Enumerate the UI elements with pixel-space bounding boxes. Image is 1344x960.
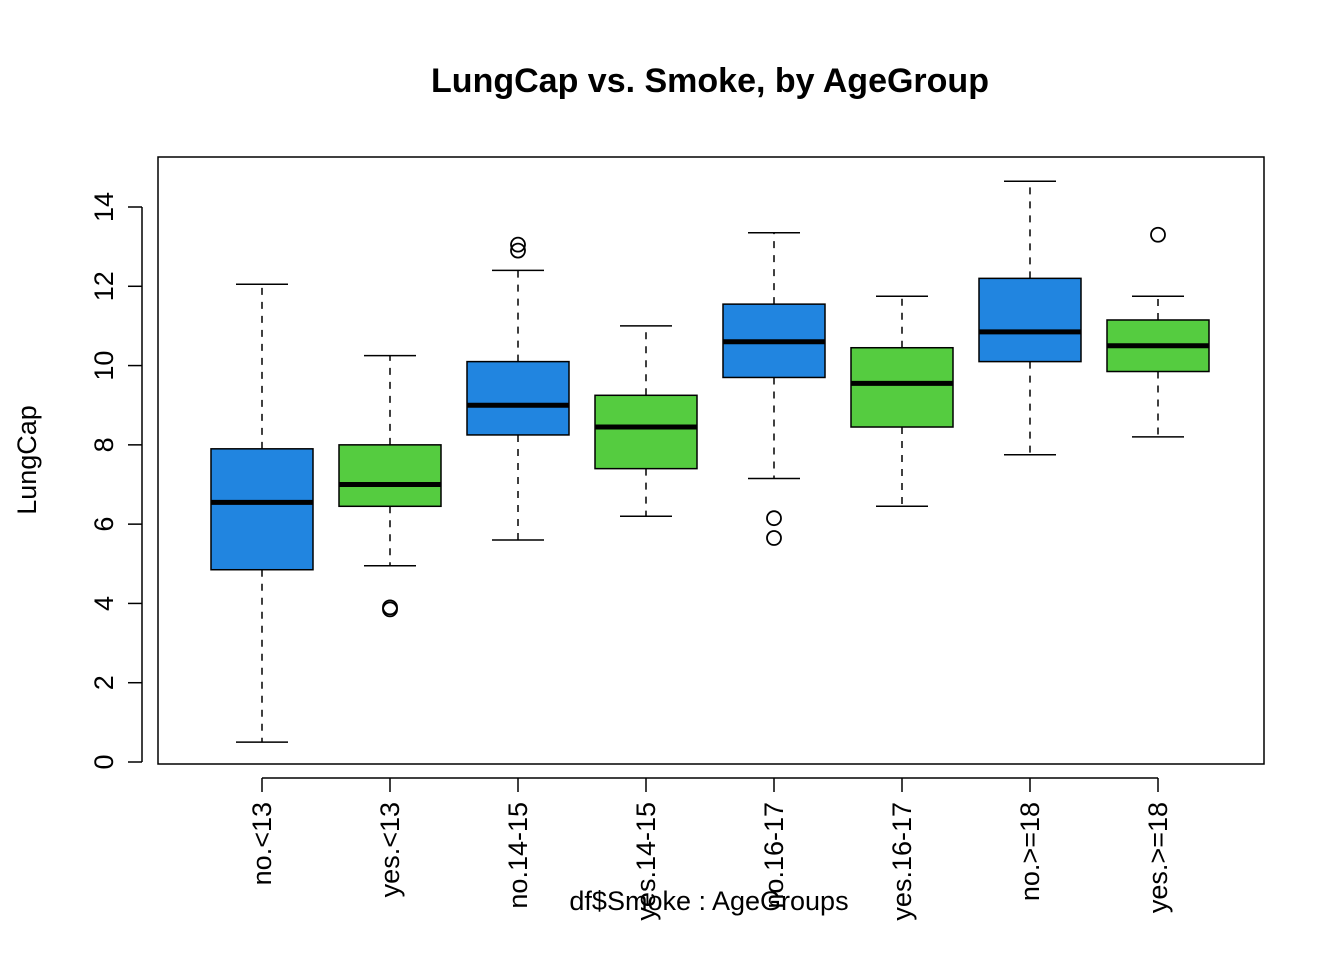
box-iqr <box>338 444 442 508</box>
y-axis: 0 2 4 6 8 10 12 14 <box>89 192 143 770</box>
y-tick-label: 2 <box>89 675 119 690</box>
outlier-point <box>510 236 526 253</box>
box-yes.>=18 <box>1106 226 1210 438</box>
box-no.<13 <box>210 283 314 743</box>
outlier-point <box>1150 226 1166 243</box>
outlier-point <box>382 599 398 616</box>
box-no.>=18 <box>978 180 1082 456</box>
outlier-point <box>766 510 782 527</box>
box-iqr <box>466 360 570 436</box>
outlier-point <box>766 530 782 546</box>
box-yes.<13 <box>338 354 442 618</box>
y-tick-label: 6 <box>89 517 119 532</box>
x-axis: no.<13 yes.<13 no.14-15 yes.14-15 no.16-17 ye… <box>247 777 1173 921</box>
outlier-point <box>510 242 526 259</box>
x-tick-label: yes.<13 <box>375 802 405 897</box>
y-tick-label: 4 <box>89 596 119 611</box>
x-tick-label: no.<13 <box>247 802 277 885</box>
x-tick-label: yes.14-15 <box>631 802 661 921</box>
x-axis-label: df$Smoke : AgeGroups <box>569 886 848 916</box>
box-no.14-15 <box>466 236 570 541</box>
box-iqr <box>978 277 1082 363</box>
y-tick-label: 14 <box>89 192 119 222</box>
box-iqr <box>210 448 314 571</box>
y-tick-label: 12 <box>89 271 119 301</box>
box-series <box>210 180 1210 743</box>
y-axis-label: LungCap <box>12 405 42 515</box>
y-tick-label: 0 <box>89 754 119 769</box>
x-tick-label: no.16-17 <box>759 802 789 909</box>
box-iqr <box>850 346 954 428</box>
x-tick-label: no.>=18 <box>1015 802 1045 901</box>
y-tick-label: 8 <box>89 437 119 452</box>
chart-title: LungCap vs. Smoke, by AgeGroup <box>431 62 989 100</box>
box-no.16-17 <box>722 232 826 546</box>
box-yes.14-15 <box>594 325 698 517</box>
x-tick-label: no.14-15 <box>503 802 533 909</box>
plot-frame <box>157 156 1265 765</box>
box-iqr <box>594 394 698 470</box>
y-tick-label: 10 <box>89 351 119 381</box>
box-yes.16-17 <box>850 295 954 508</box>
x-tick-label: yes.>=18 <box>1143 802 1173 913</box>
x-tick-label: yes.16-17 <box>887 802 917 921</box>
